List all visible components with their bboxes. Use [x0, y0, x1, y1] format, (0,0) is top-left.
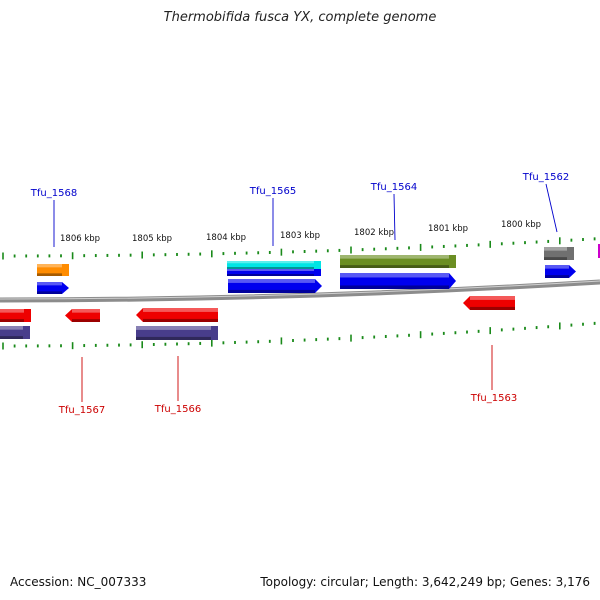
tfu-1568-gene[interactable] [37, 282, 69, 294]
map-title: Thermobifida fusca YX, complete genome [163, 10, 437, 25]
tfu-1562-gene[interactable] [545, 265, 576, 278]
gene-label[interactable]: Tfu_1566 [154, 404, 201, 415]
left-edge-red-gene[interactable] [0, 309, 31, 322]
tfu-1562-gray-feature[interactable] [544, 247, 574, 260]
tfu-1564-gene[interactable] [340, 273, 456, 289]
gene-labels[interactable]: Tfu_1568 Tfu_1565 Tfu_1564 Tfu_1562 Tfu_1567… [30, 172, 569, 416]
tfu-1567-gene[interactable] [65, 309, 100, 322]
tfu-1563-gene[interactable] [463, 296, 515, 310]
scale-label: 1806 kbp [60, 234, 100, 244]
inner-tick-ring [2, 321, 596, 350]
gene-label[interactable]: Tfu_1568 [30, 188, 77, 199]
scale-label: 1804 kbp [206, 233, 246, 243]
label-connectors [53, 183, 558, 402]
scale-label: 1802 kbp [354, 228, 394, 238]
top-label-connector [545, 183, 558, 233]
gene-label[interactable]: Tfu_1564 [370, 182, 417, 193]
scale-label: 1800 kbp [501, 220, 541, 230]
gene-label[interactable]: Tfu_1562 [522, 172, 569, 183]
outer-tick-ring [2, 237, 596, 260]
accession-text: Accession: NC_007333 [10, 575, 147, 589]
tfu-1565-blue-feature[interactable] [227, 269, 321, 276]
tfu-1565-gene[interactable] [228, 279, 322, 293]
genome-backbone [0, 279, 600, 303]
scale-labels: 1806 kbp 1805 kbp 1804 kbp 1803 kbp 1802 kbp… [60, 220, 541, 244]
gene-label[interactable]: Tfu_1567 [58, 405, 105, 416]
top-label-connector [393, 193, 396, 241]
orange-feature[interactable] [37, 264, 69, 276]
scale-label: 1801 kbp [428, 224, 468, 234]
feature-track[interactable] [0, 244, 600, 340]
genome-backbone-highlight [0, 280, 600, 300]
gene-label[interactable]: Tfu_1565 [249, 186, 296, 197]
tfu-1564-olive-feature[interactable] [340, 255, 456, 268]
topology-text: Topology: circular; Length: 3,642,249 bp… [260, 575, 590, 589]
left-edge-purple-feature[interactable] [0, 326, 30, 339]
scale-label: 1803 kbp [280, 231, 320, 241]
scale-label: 1805 kbp [132, 234, 172, 244]
tfu-1565-cyan-feature[interactable] [227, 261, 321, 269]
gene-label[interactable]: Tfu_1563 [470, 393, 517, 404]
tfu-1566-purple-feature[interactable] [136, 326, 218, 340]
tfu-1566-gene[interactable] [136, 308, 218, 322]
